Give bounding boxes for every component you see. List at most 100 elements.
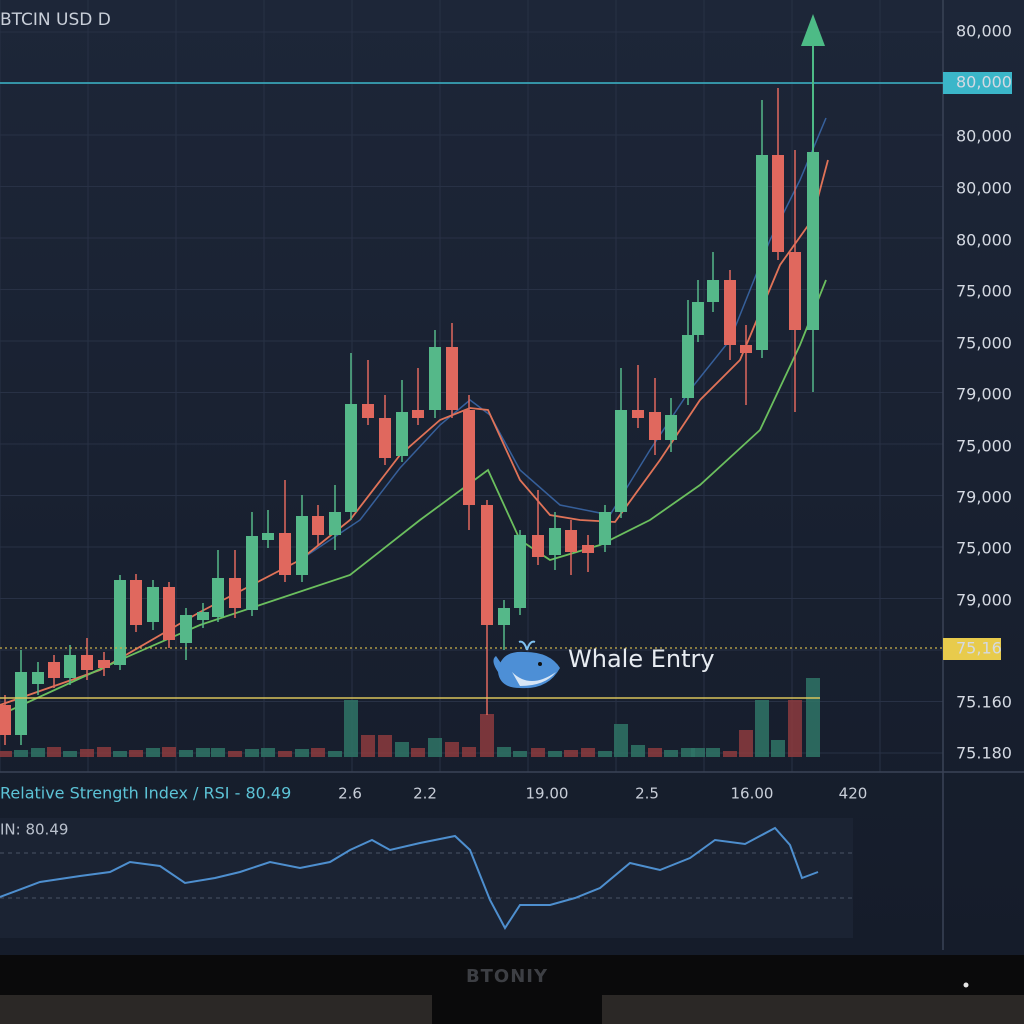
candle-body (296, 516, 308, 575)
volume-bar (395, 742, 409, 757)
candle-body (32, 672, 44, 684)
candle-body (463, 410, 475, 505)
time-label: 2.5 (635, 785, 659, 803)
volume-bar (14, 750, 28, 757)
time-label: 16.00 (731, 785, 774, 803)
volume-bar (80, 749, 94, 757)
price-label: 80,000 (956, 231, 1012, 250)
volume (0, 678, 820, 757)
volume-bar (614, 724, 628, 757)
volume-bar (129, 750, 143, 757)
volume-bar (788, 700, 802, 757)
price-label: 75,000 (956, 282, 1012, 301)
price-label: 80,000 (956, 22, 1012, 41)
candle-body (615, 410, 627, 512)
candle-body (396, 412, 408, 456)
price-label: 75,000 (956, 539, 1012, 558)
volume-bar (755, 700, 769, 757)
whale-icon (493, 640, 560, 689)
candle-body (362, 404, 374, 418)
annotation-label: Whale Entry (568, 645, 715, 673)
volume-bar (445, 742, 459, 757)
volume-bar (162, 747, 176, 757)
volume-bar (0, 751, 12, 757)
candle-body (665, 415, 677, 440)
candle-body (514, 535, 526, 608)
candle-body (412, 410, 424, 418)
volume-bar (113, 751, 127, 757)
price-label: 80,000 (956, 179, 1012, 198)
volume-bar (664, 750, 678, 757)
price-tag (943, 72, 1012, 94)
candle-body (0, 705, 11, 735)
chart-background (0, 0, 1024, 955)
volume-bar (548, 751, 562, 757)
candle-body (345, 404, 357, 512)
volume-bar (531, 748, 545, 757)
volume-bar (739, 730, 753, 757)
candle-body (262, 533, 274, 540)
volume-bar (228, 751, 242, 757)
candle-body (98, 660, 110, 668)
power-led (963, 982, 969, 988)
price-label: 75.180 (956, 744, 1012, 763)
volume-bar (211, 748, 225, 757)
candle-body (724, 280, 736, 345)
candle-body (582, 545, 594, 553)
price-label: 75,16 (956, 639, 1002, 658)
candle-body (707, 280, 719, 302)
chart-title: BTCIN USD D (0, 10, 111, 30)
price-label: 75,000 (956, 437, 1012, 456)
candle-body (565, 530, 577, 552)
time-label: 420 (839, 785, 868, 803)
volume-bar (311, 748, 325, 757)
volume-bar (278, 751, 292, 757)
candle-body (130, 580, 142, 625)
arrow-head (801, 14, 825, 46)
candle-body (163, 587, 175, 640)
candle-body (246, 536, 258, 610)
volume-bar (564, 750, 578, 757)
candle-body (789, 252, 801, 330)
time-label: 2.2 (413, 785, 437, 803)
volume-bar (581, 748, 595, 757)
volume-bar (146, 748, 160, 757)
candle-body (197, 612, 209, 620)
candle-body (599, 512, 611, 545)
volume-bar (806, 678, 820, 757)
price-tag (943, 638, 1001, 660)
brand: BTONIY (466, 966, 548, 987)
candle-body (549, 528, 561, 555)
price-label: 75,000 (956, 334, 1012, 353)
volume-bar (598, 751, 612, 757)
volume-bar (631, 745, 645, 757)
candle-body (692, 302, 704, 335)
price-label: 79,000 (956, 488, 1012, 507)
candles (0, 88, 819, 745)
candle-body (180, 615, 192, 643)
volume-bar (328, 751, 342, 757)
candle-body (481, 505, 493, 625)
rsi-panel (0, 818, 853, 938)
volume-bar (648, 748, 662, 757)
candle-body (772, 155, 784, 252)
volume-bar (196, 748, 210, 757)
time-label: 19.00 (526, 785, 569, 803)
volume-bar (681, 748, 695, 757)
volume-bar (513, 751, 527, 757)
volume-bar (411, 748, 425, 757)
volume-bar (361, 735, 375, 757)
candle-body (329, 512, 341, 535)
candle-body (756, 155, 768, 350)
rsi-title: Relative Strength Index / RSI - 80.49 (0, 784, 291, 803)
candle-body (212, 578, 224, 617)
candle-body (498, 608, 510, 625)
volume-bar (771, 740, 785, 757)
volume-bar (497, 747, 511, 757)
volume-bar (723, 751, 737, 757)
candle-body (632, 410, 644, 418)
price-label: 79,000 (956, 591, 1012, 610)
monitor-stand (432, 995, 602, 1024)
candle-body (446, 347, 458, 410)
price-label: 79,000 (956, 385, 1012, 404)
